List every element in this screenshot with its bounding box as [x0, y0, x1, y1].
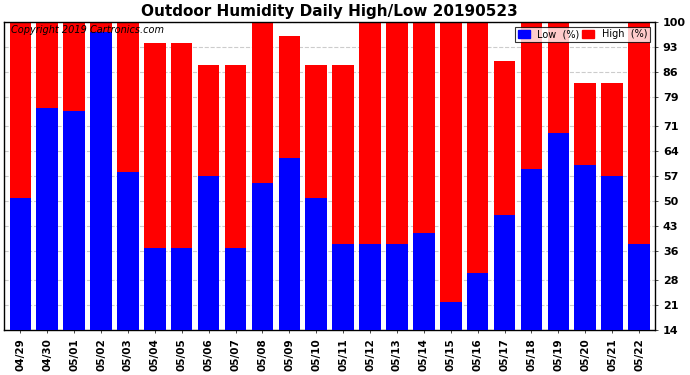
Bar	[575, 165, 596, 375]
Bar	[602, 176, 623, 375]
Bar	[10, 198, 31, 375]
Bar	[440, 22, 462, 375]
Bar	[333, 244, 354, 375]
Bar	[306, 65, 327, 375]
Bar	[144, 43, 166, 375]
Bar	[252, 22, 273, 375]
Bar	[37, 108, 58, 375]
Bar	[494, 216, 515, 375]
Bar	[171, 248, 193, 375]
Bar	[117, 22, 139, 375]
Bar	[63, 22, 85, 375]
Bar	[117, 172, 139, 375]
Bar	[575, 83, 596, 375]
Bar	[413, 233, 435, 375]
Bar	[279, 158, 300, 375]
Bar	[171, 43, 193, 375]
Bar	[467, 273, 489, 375]
Bar	[90, 22, 112, 375]
Bar	[225, 65, 246, 375]
Bar	[306, 198, 327, 375]
Bar	[548, 133, 569, 375]
Bar	[37, 22, 58, 375]
Bar	[440, 302, 462, 375]
Bar	[198, 176, 219, 375]
Bar	[494, 61, 515, 375]
Bar	[521, 169, 542, 375]
Bar	[359, 22, 381, 375]
Legend: Low  (%), High  (%): Low (%), High (%)	[515, 27, 651, 42]
Text: Copyright 2019 Cartronics.com: Copyright 2019 Cartronics.com	[10, 25, 164, 35]
Bar	[548, 22, 569, 375]
Bar	[225, 248, 246, 375]
Bar	[10, 22, 31, 375]
Bar	[386, 244, 408, 375]
Bar	[279, 36, 300, 375]
Bar	[63, 111, 85, 375]
Bar	[521, 22, 542, 375]
Bar	[386, 22, 408, 375]
Bar	[333, 65, 354, 375]
Bar	[413, 22, 435, 375]
Bar	[198, 65, 219, 375]
Bar	[359, 244, 381, 375]
Bar	[629, 244, 650, 375]
Bar	[629, 22, 650, 375]
Bar	[252, 183, 273, 375]
Bar	[467, 22, 489, 375]
Title: Outdoor Humidity Daily High/Low 20190523: Outdoor Humidity Daily High/Low 20190523	[141, 4, 518, 19]
Bar	[90, 33, 112, 375]
Bar	[144, 248, 166, 375]
Bar	[602, 83, 623, 375]
